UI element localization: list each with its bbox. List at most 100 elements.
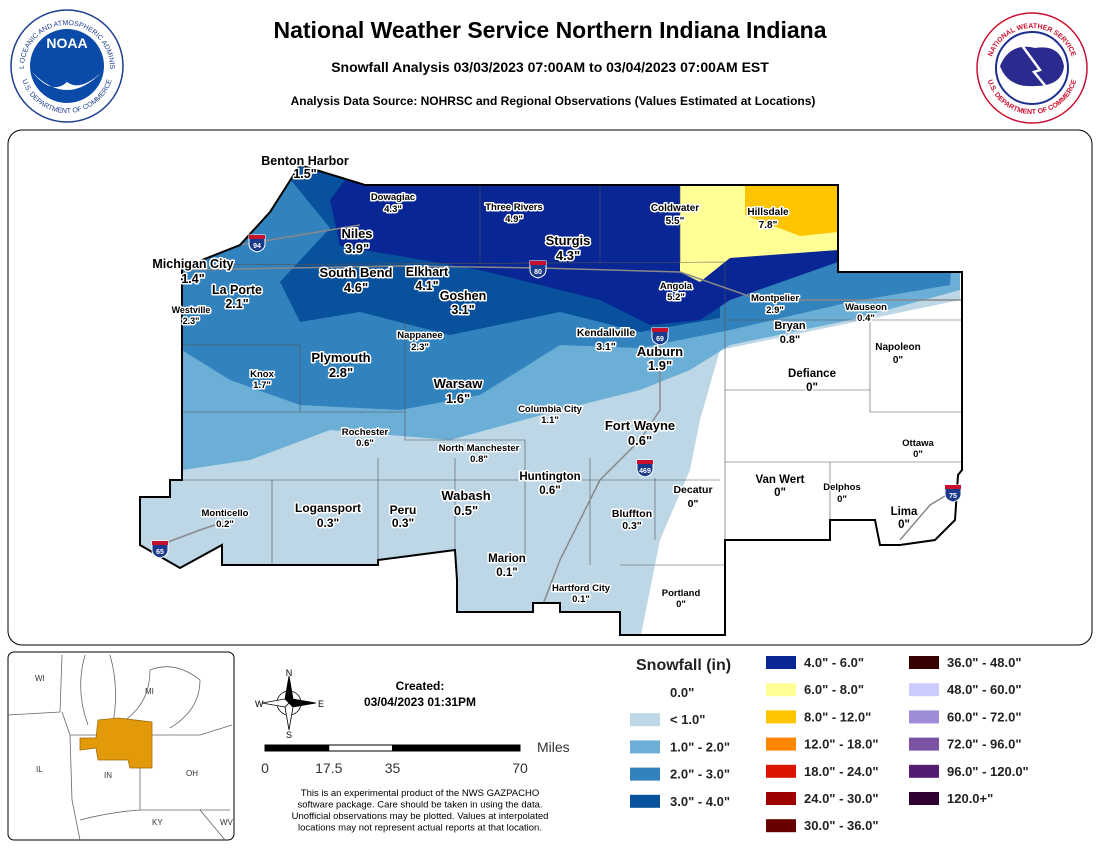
shield-top bbox=[945, 485, 961, 489]
place-name: Knox bbox=[250, 369, 274, 380]
place-name: La Porte bbox=[212, 283, 262, 297]
legend-swatch bbox=[766, 683, 796, 697]
legend-swatch bbox=[909, 710, 939, 724]
legend-label: 72.0" - 96.0" bbox=[947, 737, 1021, 752]
place-name: North Manchester bbox=[439, 443, 520, 454]
shield-number: 94 bbox=[253, 243, 261, 250]
shield bbox=[248, 234, 266, 253]
compass bbox=[261, 675, 317, 731]
place-name: Bluffton bbox=[612, 508, 652, 520]
legend-swatch bbox=[630, 794, 660, 808]
shield-number: 469 bbox=[639, 468, 651, 475]
shield-number: 65 bbox=[156, 549, 164, 556]
place-value: 0.1" bbox=[572, 594, 590, 605]
legend-label: 48.0" - 60.0" bbox=[947, 682, 1021, 697]
place-name: Hartford City bbox=[552, 583, 611, 594]
scale-segment bbox=[392, 744, 521, 752]
place-value: 0.8" bbox=[780, 334, 801, 346]
created-label: Created: bbox=[396, 679, 445, 693]
place-name: Peru bbox=[390, 503, 417, 517]
place-name: Niles bbox=[341, 226, 372, 241]
scale-tick-label: 35 bbox=[385, 760, 401, 776]
legend-swatch bbox=[766, 710, 796, 724]
place-value: 0.3" bbox=[392, 516, 414, 530]
legend-swatch bbox=[909, 683, 939, 697]
place-name: Auburn bbox=[637, 344, 683, 359]
place-name: Benton Harbor bbox=[261, 154, 349, 168]
place-value: 1.6" bbox=[446, 391, 470, 406]
shield bbox=[651, 327, 669, 346]
place-value: 0.1" bbox=[496, 567, 517, 579]
legend-label: 96.0" - 120.0" bbox=[947, 764, 1029, 779]
shield-top bbox=[530, 261, 546, 265]
place-name: Sturgis bbox=[546, 233, 591, 248]
inset-state: KY bbox=[152, 818, 163, 827]
shield-number: 69 bbox=[656, 336, 664, 343]
legend-swatch bbox=[909, 737, 939, 751]
shield-top bbox=[637, 460, 653, 464]
place-value: 0" bbox=[688, 498, 699, 510]
nws-logo: NATIONAL WEATHER SERVICE U.S. DEPARTMENT… bbox=[976, 12, 1088, 124]
place-name: Wabash bbox=[441, 488, 490, 503]
legend-label: 120.0+" bbox=[947, 791, 993, 806]
place-name: Defiance bbox=[788, 368, 836, 380]
legend-label: 6.0" - 8.0" bbox=[804, 682, 864, 697]
scale-bar: 0 17.5 35 70 bbox=[261, 744, 528, 776]
place-name: Columbia City bbox=[518, 404, 583, 415]
shield bbox=[636, 459, 654, 478]
place-name: Lima bbox=[891, 506, 918, 518]
inset-state: IL bbox=[36, 765, 43, 774]
place-name: Coldwater bbox=[651, 203, 699, 214]
place-value: 0" bbox=[774, 487, 786, 499]
legend-label: 1.0" - 2.0" bbox=[670, 739, 730, 754]
place-value: 0.6" bbox=[539, 485, 560, 497]
scale-segment bbox=[328, 744, 393, 752]
place-value: 0.6" bbox=[628, 433, 652, 448]
inset-state: OH bbox=[186, 769, 198, 778]
shield bbox=[151, 540, 169, 559]
legend-label: 30.0" - 36.0" bbox=[804, 818, 878, 833]
place-name: Monticello bbox=[202, 508, 249, 519]
place-name: Warsaw bbox=[434, 376, 484, 391]
place-value: 4.3" bbox=[556, 248, 580, 263]
legend-swatch bbox=[909, 792, 939, 805]
place-name: Goshen bbox=[440, 289, 487, 303]
legend-swatch bbox=[630, 740, 660, 754]
place-value: 0.8" bbox=[470, 454, 488, 465]
place-name: Fort Wayne bbox=[605, 418, 675, 433]
shield-top bbox=[152, 541, 168, 545]
compass-n: N bbox=[286, 668, 293, 678]
place-value: 2.9" bbox=[766, 305, 784, 316]
place-value: 5.5" bbox=[666, 216, 685, 227]
legend-label: 24.0" - 30.0" bbox=[804, 791, 878, 806]
legend-label: 12.0" - 18.0" bbox=[804, 737, 878, 752]
disclaimer-line: This is an experimental product of the N… bbox=[301, 788, 539, 799]
legend-swatch bbox=[766, 792, 796, 805]
place-name: Westville bbox=[172, 305, 211, 315]
place-name: Elkhart bbox=[406, 265, 449, 279]
legend-label: 2.0" - 3.0" bbox=[670, 767, 730, 782]
place-name: Van Wert bbox=[756, 474, 805, 486]
place-value: 4.3" bbox=[384, 204, 402, 215]
place-name: Napoleon bbox=[875, 342, 921, 353]
place-value: 0.2" bbox=[216, 519, 234, 530]
legend-label: < 1.0" bbox=[670, 712, 705, 727]
place-value: 0.3" bbox=[622, 520, 642, 532]
place-name: Huntington bbox=[519, 471, 580, 483]
compass-w: W bbox=[255, 699, 264, 709]
title: National Weather Service Northern Indian… bbox=[274, 17, 827, 43]
place-name: Wauseon bbox=[845, 302, 887, 313]
disclaimer-line: locations may not represent actual repor… bbox=[298, 823, 542, 834]
place-name: Nappanee bbox=[397, 330, 442, 341]
place-name: Ottawa bbox=[902, 438, 934, 449]
place-name: Delphos bbox=[823, 482, 860, 493]
place-value: 1.9" bbox=[648, 358, 672, 373]
scale-tick-label: 17.5 bbox=[315, 760, 342, 776]
inset-map bbox=[7, 654, 233, 841]
place-name: Angola bbox=[660, 281, 693, 292]
legend-title: Snowfall (in) bbox=[636, 657, 731, 674]
place-name: Plymouth bbox=[311, 350, 370, 365]
legend-label: 36.0" - 48.0" bbox=[947, 655, 1021, 670]
place-name: Bryan bbox=[774, 320, 805, 332]
